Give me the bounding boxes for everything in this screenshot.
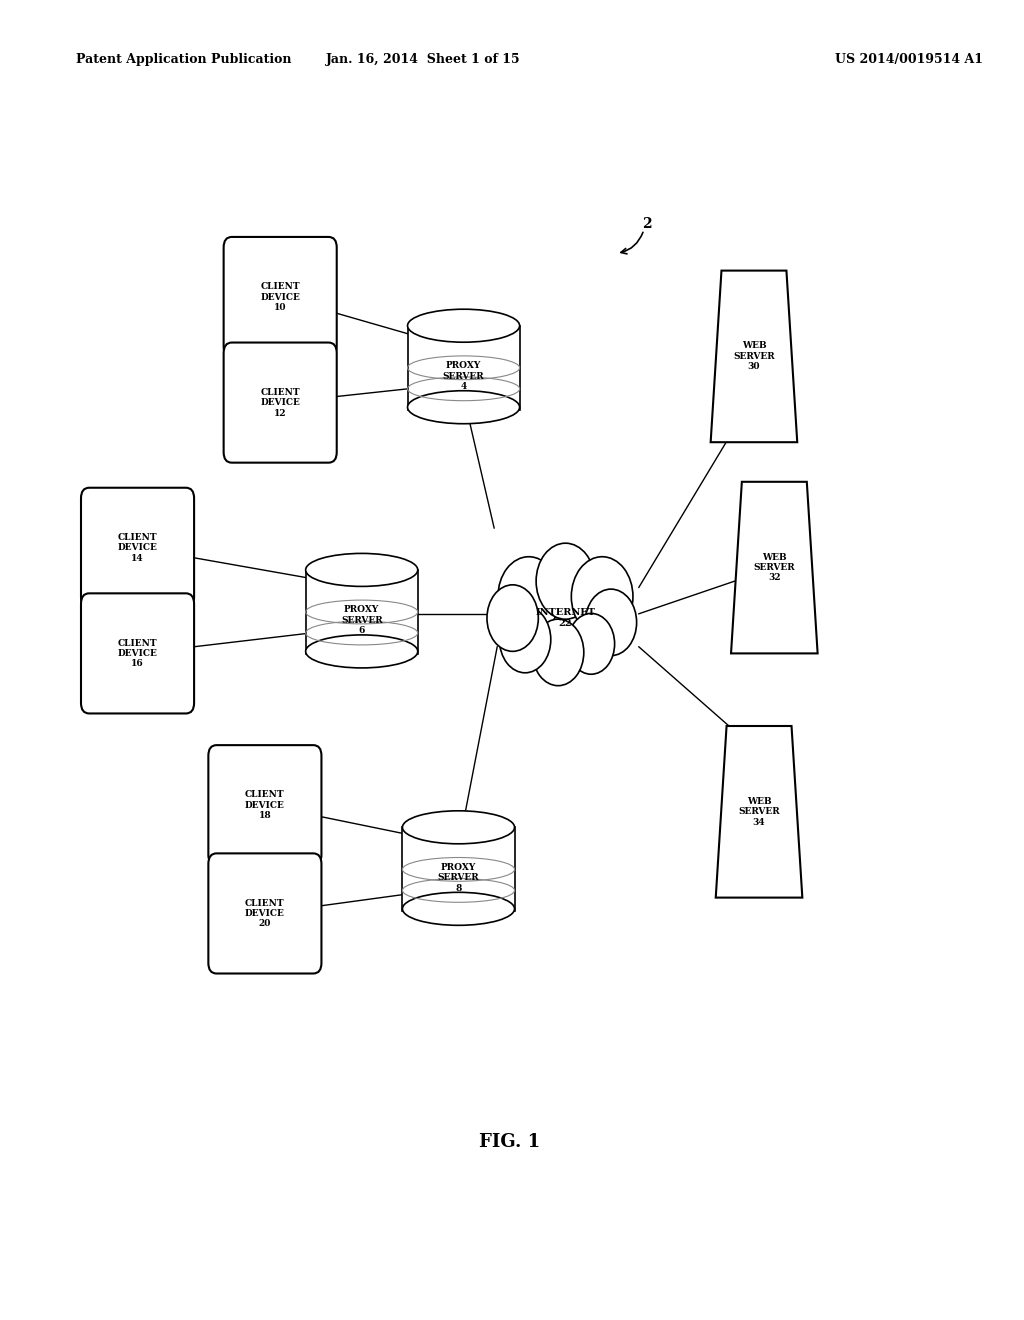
Text: PROXY
SERVER
4: PROXY SERVER 4 — [442, 362, 484, 391]
Ellipse shape — [305, 635, 418, 668]
FancyBboxPatch shape — [208, 744, 322, 866]
Ellipse shape — [408, 309, 519, 342]
Ellipse shape — [408, 391, 519, 424]
Circle shape — [487, 585, 539, 651]
Text: CLIENT
DEVICE
12: CLIENT DEVICE 12 — [260, 388, 300, 417]
Text: CLIENT
DEVICE
14: CLIENT DEVICE 14 — [118, 533, 158, 562]
Text: INTERNET
22: INTERNET 22 — [536, 609, 596, 628]
Text: CLIENT
DEVICE
16: CLIENT DEVICE 16 — [118, 639, 158, 668]
Circle shape — [586, 589, 637, 656]
Text: Jan. 16, 2014  Sheet 1 of 15: Jan. 16, 2014 Sheet 1 of 15 — [326, 53, 520, 66]
Text: 2: 2 — [642, 218, 652, 231]
Bar — [402, 828, 514, 911]
Text: PROXY
SERVER
6: PROXY SERVER 6 — [341, 606, 383, 635]
Ellipse shape — [402, 892, 514, 925]
Polygon shape — [731, 482, 817, 653]
Ellipse shape — [402, 810, 514, 843]
Text: US 2014/0019514 A1: US 2014/0019514 A1 — [836, 53, 983, 66]
Bar — [305, 570, 418, 653]
Text: CLIENT
DEVICE
18: CLIENT DEVICE 18 — [245, 791, 285, 820]
Text: WEB
SERVER
32: WEB SERVER 32 — [754, 553, 796, 582]
Text: Patent Application Publication: Patent Application Publication — [77, 53, 292, 66]
Bar — [408, 326, 519, 409]
Polygon shape — [711, 271, 798, 442]
Circle shape — [498, 557, 559, 636]
Text: CLIENT
DEVICE
10: CLIENT DEVICE 10 — [260, 282, 300, 312]
Text: FIG. 1: FIG. 1 — [479, 1133, 540, 1151]
Circle shape — [500, 606, 551, 673]
FancyBboxPatch shape — [223, 238, 337, 356]
FancyBboxPatch shape — [208, 853, 322, 974]
FancyBboxPatch shape — [223, 343, 337, 463]
Text: CLIENT
DEVICE
20: CLIENT DEVICE 20 — [245, 899, 285, 928]
Circle shape — [537, 544, 595, 619]
FancyBboxPatch shape — [81, 594, 195, 713]
Circle shape — [571, 557, 633, 636]
Text: WEB
SERVER
30: WEB SERVER 30 — [733, 342, 775, 371]
Circle shape — [532, 619, 584, 685]
Circle shape — [567, 614, 614, 675]
Text: PROXY
SERVER
8: PROXY SERVER 8 — [437, 863, 479, 892]
Text: WEB
SERVER
34: WEB SERVER 34 — [738, 797, 780, 826]
FancyBboxPatch shape — [81, 488, 195, 607]
Ellipse shape — [305, 553, 418, 586]
Polygon shape — [716, 726, 803, 898]
